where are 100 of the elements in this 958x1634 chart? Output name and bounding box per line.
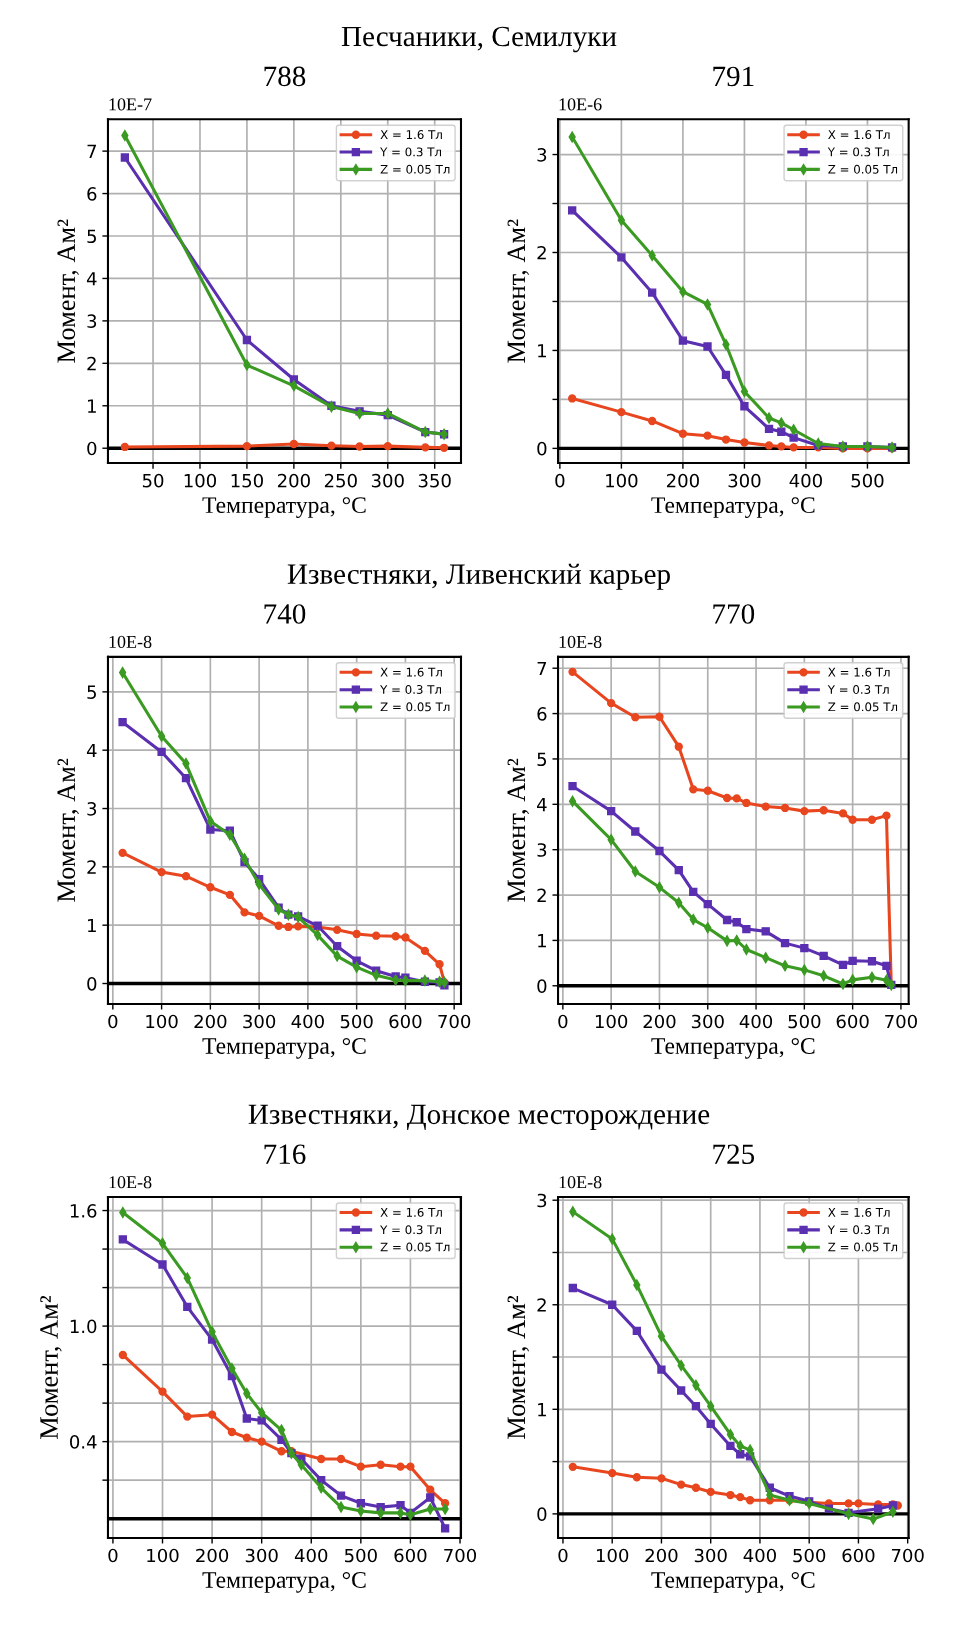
text: 10E-8 bbox=[109, 1176, 152, 1189]
x-tick-label: 700 bbox=[891, 1548, 924, 1563]
y-tick-label: 3 bbox=[87, 314, 97, 329]
legend-label: X = 1.6 Тл bbox=[828, 1207, 890, 1217]
y-tick-label: 0 bbox=[537, 441, 547, 456]
text: 10E-8 bbox=[559, 635, 602, 648]
y-tick-label: 5 bbox=[537, 752, 547, 767]
x-tick-label: 0 bbox=[558, 1014, 568, 1029]
legend-label: Y = 0.3 Тл bbox=[827, 1225, 889, 1235]
x-axis-title: Температура, °C bbox=[202, 497, 366, 518]
x-axis-title: Температура, °C bbox=[651, 1571, 815, 1593]
text: 10E-7 bbox=[109, 98, 152, 111]
legend-label: Y = 0.3 Тл bbox=[827, 685, 889, 694]
legend-label: X = 1.6 Тл bbox=[380, 667, 442, 677]
legend-label: X = 1.6 Тл bbox=[380, 1207, 442, 1217]
y-tick-label: 3 bbox=[537, 1193, 547, 1208]
legend-label: Z = 0.05 Тл bbox=[380, 1242, 450, 1252]
legend-label: Y = 0.3 Тл bbox=[827, 147, 889, 157]
y-tick-label: 1 bbox=[538, 1403, 546, 1417]
y-axis-title: Момент, Ам² bbox=[40, 1295, 62, 1439]
text: 10E-6 bbox=[559, 98, 602, 111]
chart-title: 716 bbox=[264, 1144, 306, 1165]
x-tick-label: 400 bbox=[291, 1014, 324, 1029]
legend-label: Y = 0.3 Тл bbox=[380, 685, 441, 694]
x-tick-label: 600 bbox=[389, 1014, 422, 1029]
text: Известняки, Ливенский карьер bbox=[287, 563, 670, 590]
x-tick-label: 500 bbox=[345, 1548, 377, 1563]
y-tick-label: 0.4 bbox=[70, 1435, 97, 1449]
x-tick-label: 100 bbox=[184, 473, 217, 488]
x-tick-label: 200 bbox=[194, 1014, 227, 1029]
y-tick-label: 7 bbox=[87, 144, 97, 158]
x-tick-label: 500 bbox=[851, 473, 884, 488]
y-tick-label: 4 bbox=[86, 743, 97, 758]
x-tick-label: 600 bbox=[394, 1548, 427, 1563]
x-axis-title: Температура, °C bbox=[202, 1571, 366, 1593]
legend-label: X = 1.6 Тл bbox=[828, 667, 890, 677]
x-tick-label: 200 bbox=[645, 1548, 678, 1563]
x-tick-label: 700 bbox=[444, 1548, 477, 1563]
y-tick-label: 0 bbox=[537, 979, 547, 993]
y-tick-label: 2 bbox=[537, 888, 546, 902]
x-tick-label: 500 bbox=[793, 1548, 826, 1563]
legend-label: Z = 0.05 Тл bbox=[828, 702, 898, 712]
x-tick-label: 600 bbox=[836, 1014, 869, 1029]
x-tick-label: 300 bbox=[728, 473, 761, 488]
legend-label: Z = 0.05 Тл bbox=[828, 1242, 898, 1252]
y-tick-label: 1.0 bbox=[70, 1319, 97, 1334]
x-tick-label: 400 bbox=[294, 1548, 328, 1563]
x-tick-label: 400 bbox=[739, 1014, 773, 1029]
x-tick-label: 200 bbox=[277, 473, 310, 488]
y-tick-label: 5 bbox=[87, 685, 96, 699]
y-axis-title: Момент, Ам² bbox=[57, 219, 79, 363]
x-axis-title: Температура, °C bbox=[651, 1037, 815, 1059]
chart-title: 791 bbox=[713, 66, 754, 87]
x-tick-label: 700 bbox=[438, 1014, 471, 1029]
legend-label: Y = 0.3 Тл bbox=[380, 147, 441, 157]
legend-label: Z = 0.05 Тл bbox=[828, 164, 898, 174]
x-tick-label: 100 bbox=[606, 473, 638, 488]
y-tick-label: 1 bbox=[538, 934, 546, 948]
legend-label: Y = 0.3 Тл bbox=[380, 1225, 441, 1235]
legend-label: Z = 0.05 Тл bbox=[380, 702, 450, 712]
y-tick-label: 1 bbox=[538, 344, 546, 358]
x-tick-label: 150 bbox=[231, 473, 263, 488]
chart-title: 770 bbox=[713, 604, 755, 624]
legend-label: X = 1.6 Тл bbox=[380, 130, 442, 140]
x-tick-label: 300 bbox=[694, 1548, 727, 1563]
y-tick-label: 1 bbox=[88, 399, 96, 413]
y-tick-label: 0 bbox=[87, 441, 97, 456]
y-axis-title: Момент, Ам² bbox=[507, 219, 530, 363]
y-tick-label: 2 bbox=[87, 356, 96, 371]
x-tick-label: 200 bbox=[196, 1548, 229, 1563]
y-axis-title: Момент, Ам² bbox=[57, 758, 79, 902]
text: 10E-8 bbox=[109, 635, 152, 648]
y-tick-label: 6 bbox=[87, 187, 97, 201]
x-tick-label: 600 bbox=[842, 1548, 875, 1563]
y-tick-label: 3 bbox=[537, 843, 547, 857]
x-tick-label: 500 bbox=[340, 1014, 373, 1029]
y-axis-title: Момент, Ам² bbox=[507, 1295, 530, 1439]
y-tick-label: 0 bbox=[537, 1507, 547, 1521]
y-axis-title: Момент, Ам² bbox=[507, 758, 530, 902]
text: Песчаники, Семилуки bbox=[341, 26, 617, 53]
y-tick-label: 1 bbox=[88, 918, 96, 933]
chart-title: 740 bbox=[264, 604, 306, 624]
x-tick-label: 0 bbox=[555, 473, 565, 488]
y-tick-label: 3 bbox=[537, 148, 547, 162]
x-tick-label: 100 bbox=[595, 1014, 628, 1029]
text: 10E-8 bbox=[559, 1176, 602, 1189]
x-tick-label: 200 bbox=[667, 473, 699, 488]
x-tick-label: 100 bbox=[596, 1548, 629, 1563]
y-tick-label: 7 bbox=[537, 661, 547, 676]
y-tick-label: 1.6 bbox=[70, 1204, 97, 1218]
x-tick-label: 0 bbox=[108, 1014, 118, 1029]
x-tick-label: 700 bbox=[885, 1014, 917, 1029]
y-tick-label: 2 bbox=[537, 1298, 546, 1312]
x-tick-label: 300 bbox=[243, 1014, 276, 1029]
x-tick-label: 300 bbox=[691, 1014, 724, 1029]
y-tick-label: 4 bbox=[86, 272, 97, 286]
x-tick-label: 300 bbox=[371, 473, 404, 488]
legend-label: Z = 0.05 Тл bbox=[380, 164, 450, 174]
y-tick-label: 5 bbox=[87, 229, 96, 244]
x-axis-title: Температура, °C bbox=[202, 1037, 366, 1059]
